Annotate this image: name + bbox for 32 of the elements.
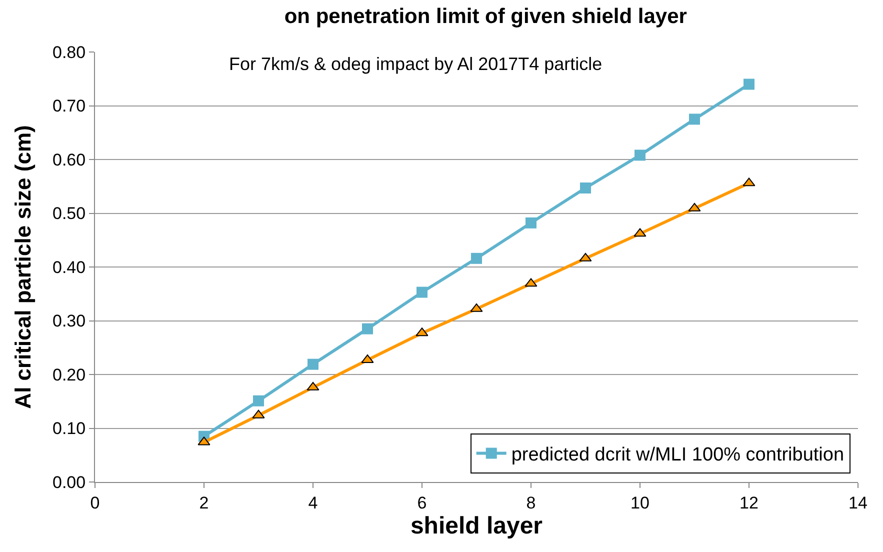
y-tick-label: 0.80 xyxy=(52,42,86,62)
x-tick-label: 0 xyxy=(90,493,100,512)
x-tick-label: 12 xyxy=(740,493,758,512)
x-tick-label: 14 xyxy=(848,493,868,512)
y-tick-label: 0.40 xyxy=(52,258,86,277)
y-axis-title: Al critical particle size (cm) xyxy=(10,125,36,409)
point xyxy=(580,182,591,194)
y-tick-label: 0.20 xyxy=(52,365,86,384)
chart-subtitle: For 7km/s & odeg impact by Al 2017T4 particle xyxy=(229,54,602,74)
point xyxy=(253,395,264,406)
y-tick-label: 0.70 xyxy=(52,96,86,116)
legend-label: predicted dcrit w/MLI 100% contribution xyxy=(511,444,844,466)
x-axis-title: shield layer xyxy=(410,512,543,540)
point xyxy=(416,286,428,298)
x-tick-label: 10 xyxy=(630,493,650,512)
y-tick-label: 0.60 xyxy=(52,150,86,170)
point xyxy=(634,150,646,161)
chart-title: on penetration limit of given shield layer xyxy=(284,4,687,28)
point xyxy=(308,358,318,370)
x-tick-label: 8 xyxy=(526,493,536,512)
point xyxy=(471,252,482,264)
y-tick-label: 0.50 xyxy=(52,204,86,224)
y-tick-label: 0.00 xyxy=(52,472,86,492)
x-tick-label: 6 xyxy=(417,493,427,512)
x-tick-label: 4 xyxy=(308,493,318,512)
y-tick-label: 0.30 xyxy=(52,312,86,331)
point xyxy=(689,114,700,125)
point xyxy=(362,323,373,334)
point xyxy=(526,217,536,228)
point xyxy=(744,78,754,90)
y-tick-label: 0.10 xyxy=(52,419,86,438)
x-tick-label: 2 xyxy=(199,493,209,512)
